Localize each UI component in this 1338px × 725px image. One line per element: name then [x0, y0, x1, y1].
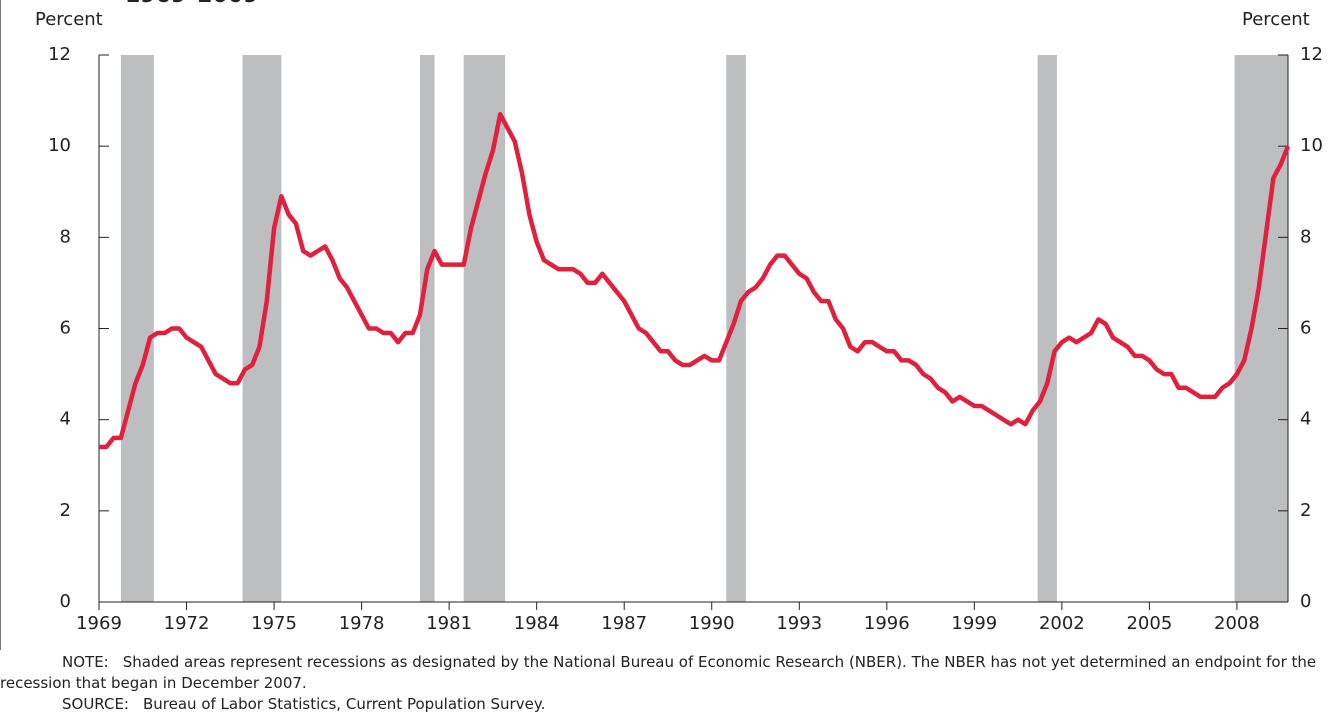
note-text: Shaded areas represent recessions as des… [0, 653, 1317, 692]
x-tick-label: 1975 [251, 613, 297, 634]
recession-band [419, 55, 435, 602]
x-tick-label: 1993 [776, 613, 822, 634]
y-tick-label: 12 [48, 44, 71, 65]
y-tick-label: 10 [48, 135, 71, 156]
note: NOTE: Shaded areas represent recessions a… [0, 652, 1336, 694]
recession-band [1037, 55, 1057, 602]
y-tick-label: 12 [1300, 44, 1323, 65]
chart: 1969–2009 Percent Percent 0 0 2 2 4 4 6 6 8 8 10 10… [0, 0, 1323, 650]
x-tick-label: 1990 [689, 613, 735, 634]
y-label-right: Percent [1242, 9, 1310, 30]
note-label: NOTE: [62, 653, 109, 671]
y-tick-label: 8 [60, 226, 71, 247]
x-tick-label: 1996 [864, 613, 910, 634]
line [99, 112, 1291, 450]
source: SOURCE: Bureau of Labor Statistics, Curre… [0, 694, 1336, 715]
y-tick-label: 0 [1300, 591, 1311, 612]
x-tick-label: 1972 [164, 613, 210, 634]
y-tick-label: 2 [60, 500, 71, 521]
y-tick-label: 4 [1300, 409, 1311, 430]
recession-band [726, 55, 746, 602]
notes: NOTE: Shaded areas represent recessions a… [0, 652, 1336, 715]
x-tick-label: 2002 [1039, 613, 1085, 634]
x-tick-label: 1969 [76, 613, 122, 634]
y-tick-label: 2 [1300, 500, 1311, 521]
recession-band [463, 55, 506, 602]
x-tick-label: 1981 [426, 613, 472, 634]
source-label: SOURCE: [62, 695, 129, 713]
chart-title: 1969–2009 [125, 0, 258, 8]
x-tick-label: 1984 [514, 613, 560, 634]
x-tick-label: 1978 [339, 613, 385, 634]
y-tick-label: 4 [60, 409, 71, 430]
x-tick-label: 1999 [951, 613, 997, 634]
recession-band [120, 55, 154, 602]
y-label-left: Percent [35, 9, 103, 30]
y-tick-label: 0 [60, 591, 71, 612]
x-tick-label: 2008 [1214, 613, 1260, 634]
x-tick-label: 1987 [601, 613, 647, 634]
x-tick-label: 2005 [1126, 613, 1172, 634]
y-tick-label: 6 [60, 318, 71, 339]
source-text: Bureau of Labor Statistics, Current Popu… [143, 695, 546, 713]
y-tick-label: 10 [1300, 135, 1323, 156]
y-tick-label: 6 [1300, 318, 1311, 339]
y-tick-label: 8 [1300, 226, 1311, 247]
